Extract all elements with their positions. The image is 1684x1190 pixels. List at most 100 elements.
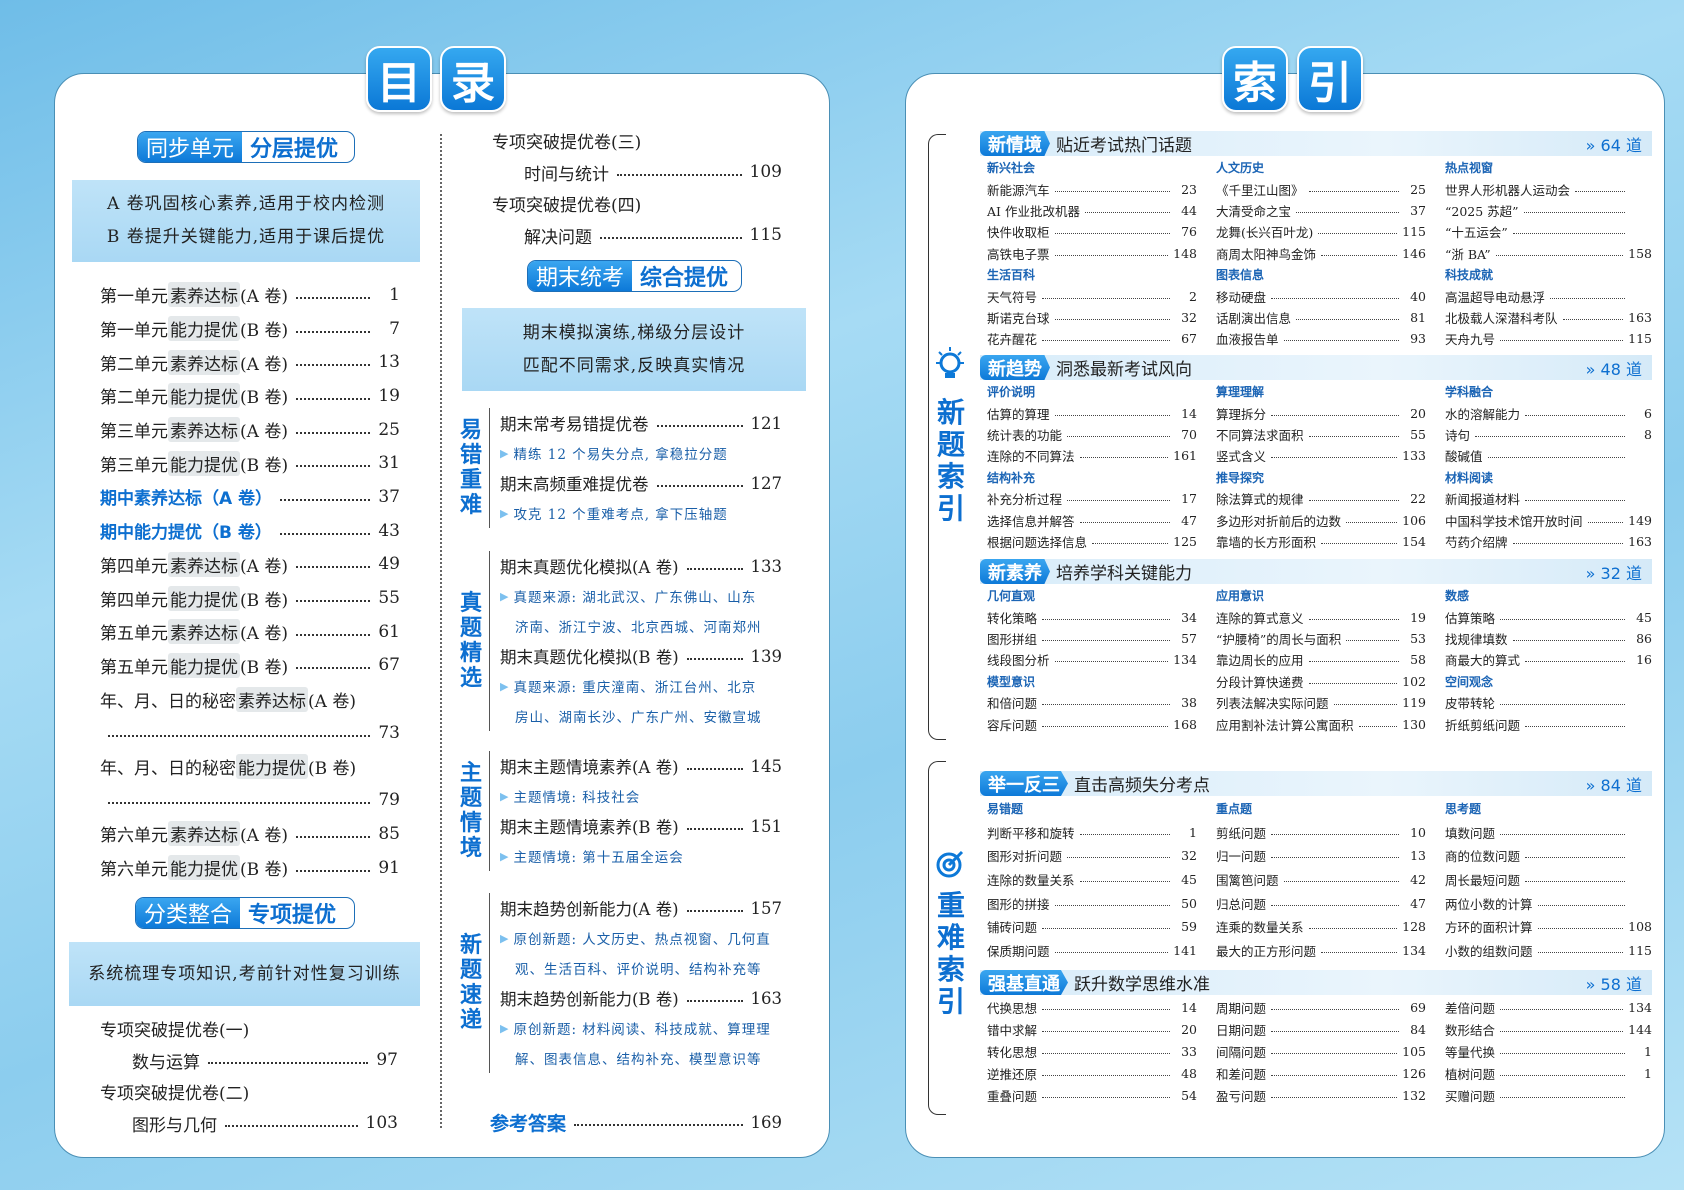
- index-entry[interactable]: 酸碱值: [1445, 445, 1652, 466]
- index-entry[interactable]: 归一问题 13: [1216, 844, 1426, 868]
- toc-entry[interactable]: 第二单元 素养达标 (A 卷) 13: [100, 345, 400, 379]
- index-entry[interactable]: 重叠问题 54: [987, 1085, 1197, 1107]
- toc-entry[interactable]: 期末趋势创新能力(A 卷) 157: [500, 893, 782, 923]
- index-entry[interactable]: 算理拆分 20: [1216, 402, 1426, 423]
- index-entry[interactable]: “十五运会”: [1445, 221, 1652, 242]
- index-entry[interactable]: 和倍问题 38: [987, 692, 1197, 713]
- index-entry[interactable]: 大清受命之宝 37: [1216, 200, 1426, 221]
- toc-entry[interactable]: 期末高频重难提优卷 127: [500, 468, 782, 498]
- index-entry[interactable]: 分段计算快递费 102: [1216, 671, 1426, 692]
- toc-entry[interactable]: 第二单元 能力提优 (B 卷) 19: [100, 379, 400, 413]
- index-entry[interactable]: “护腰椅”的周长与面积 53: [1216, 628, 1426, 649]
- toc-entry[interactable]: 第一单元 素养达标 (A 卷) 1: [100, 278, 400, 312]
- index-entry[interactable]: 折纸剪纸问题: [1445, 713, 1652, 734]
- index-entry[interactable]: 连除的算式意义 19: [1216, 606, 1426, 627]
- index-entry[interactable]: 间隔问题 105: [1216, 1040, 1426, 1062]
- index-entry[interactable]: 天气符号 2: [987, 285, 1197, 306]
- index-entry[interactable]: “2025 苏超”: [1445, 200, 1652, 221]
- index-entry[interactable]: 剪纸问题 10: [1216, 821, 1426, 845]
- index-entry[interactable]: 周长最短问题: [1445, 868, 1652, 892]
- index-entry[interactable]: 世界人形机器人运动会: [1445, 178, 1652, 199]
- index-entry[interactable]: 高铁电子票 148: [987, 243, 1197, 264]
- index-entry[interactable]: 北极载人深潜科考队 163: [1445, 307, 1652, 328]
- index-entry[interactable]: 芍药介绍牌 163: [1445, 531, 1652, 552]
- index-entry[interactable]: 错中求解 20: [987, 1018, 1197, 1040]
- toc-entry[interactable]: 年、月、日的秘密 能力提优 (B 卷): [100, 750, 400, 784]
- answers-entry[interactable]: 参考答案 169: [490, 1107, 782, 1137]
- index-entry[interactable]: 中国科学技术馆开放时间 149: [1445, 509, 1652, 530]
- index-entry[interactable]: AI 作业批改机器 44: [987, 200, 1197, 221]
- index-entry[interactable]: 花卉醒花 67: [987, 328, 1197, 349]
- index-entry[interactable]: 《千里江山图》 25: [1216, 178, 1426, 199]
- index-entry[interactable]: 靠墙的长方形面积 154: [1216, 531, 1426, 552]
- index-entry[interactable]: 铺砖问题 59: [987, 915, 1197, 939]
- index-entry[interactable]: 统计表的功能 70: [987, 424, 1197, 445]
- index-entry[interactable]: 线段图分析 134: [987, 649, 1197, 670]
- index-entry[interactable]: 快件收取柜 76: [987, 221, 1197, 242]
- index-entry[interactable]: “浙 BA” 158: [1445, 243, 1652, 264]
- index-entry[interactable]: 连除的数量关系 45: [987, 868, 1197, 892]
- index-entry[interactable]: 代换思想 14: [987, 996, 1197, 1018]
- index-entry[interactable]: 龙舞(长兴百叶龙) 115: [1216, 221, 1426, 242]
- index-entry[interactable]: 小数的组数问题 115: [1445, 939, 1652, 963]
- index-entry[interactable]: 诗句 8: [1445, 424, 1652, 445]
- index-entry[interactable]: 差倍问题 134: [1445, 996, 1652, 1018]
- index-entry[interactable]: 商周太阳神鸟金饰 146: [1216, 243, 1426, 264]
- index-entry[interactable]: 靠边周长的应用 58: [1216, 649, 1426, 670]
- index-entry[interactable]: 多边形对折前后的边数 106: [1216, 509, 1426, 530]
- index-entry[interactable]: 移动硬盘 40: [1216, 285, 1426, 306]
- index-entry[interactable]: 最大的正方形问题 134: [1216, 939, 1426, 963]
- index-entry[interactable]: 和差问题 126: [1216, 1063, 1426, 1085]
- index-entry[interactable]: 连除的不同算法 161: [987, 445, 1197, 466]
- index-entry[interactable]: 列表法解决实际问题 119: [1216, 692, 1426, 713]
- index-entry[interactable]: 血液报告单 93: [1216, 328, 1426, 349]
- index-entry[interactable]: 估算的算理 14: [987, 402, 1197, 423]
- index-entry[interactable]: 估算策略 45: [1445, 606, 1652, 627]
- toc-entry[interactable]: 期中能力提优（B 卷） 43: [100, 514, 400, 548]
- index-entry[interactable]: 盈亏问题 132: [1216, 1085, 1426, 1107]
- index-entry[interactable]: 高温超导电动悬浮: [1445, 285, 1652, 306]
- index-entry[interactable]: 不同算法求面积 55: [1216, 424, 1426, 445]
- index-entry[interactable]: 新闻报道材料: [1445, 488, 1652, 509]
- toc-entry[interactable]: 期末主题情境素养(A 卷) 145: [500, 751, 782, 781]
- toc-entry[interactable]: 期末常考易错提优卷 121: [500, 408, 782, 438]
- toc-entry[interactable]: 期中素养达标（A 卷） 37: [100, 480, 400, 514]
- index-entry[interactable]: 水的溶解能力 6: [1445, 402, 1652, 423]
- index-entry[interactable]: 填数问题: [1445, 821, 1652, 845]
- special-entry[interactable]: 数与运算 97: [100, 1045, 398, 1077]
- index-entry[interactable]: 图形的拼接 50: [987, 891, 1197, 915]
- index-entry[interactable]: 买赠问题: [1445, 1085, 1652, 1107]
- toc-entry[interactable]: 第三单元 素养达标 (A 卷) 25: [100, 413, 400, 447]
- special-entry[interactable]: 时间与统计 109: [492, 157, 782, 189]
- toc-entry[interactable]: 年、月、日的秘密 素养达标 (A 卷): [100, 682, 400, 716]
- index-entry[interactable]: 图形对折问题 32: [987, 844, 1197, 868]
- toc-entry[interactable]: 期末真题优化模拟(B 卷) 139: [500, 641, 782, 671]
- index-entry[interactable]: 斯诺克台球 32: [987, 307, 1197, 328]
- toc-entry[interactable]: 期末真题优化模拟(A 卷) 133: [500, 551, 782, 581]
- index-entry[interactable]: 商最大的算式 16: [1445, 649, 1652, 670]
- index-entry[interactable]: 新能源汽车 23: [987, 178, 1197, 199]
- special-entry[interactable]: 解决问题 115: [492, 220, 782, 252]
- index-entry[interactable]: 判断平移和旋转 1: [987, 821, 1197, 845]
- index-entry[interactable]: 等量代换 1: [1445, 1040, 1652, 1062]
- toc-entry[interactable]: 第四单元 能力提优 (B 卷) 55: [100, 581, 400, 615]
- special-entry[interactable]: 图形与几何 103: [100, 1108, 398, 1140]
- index-entry[interactable]: 容斥问题 168: [987, 713, 1197, 734]
- index-entry[interactable]: 补充分析过程 17: [987, 488, 1197, 509]
- index-entry[interactable]: 皮带转轮: [1445, 692, 1652, 713]
- index-entry[interactable]: 周期问题 69: [1216, 996, 1426, 1018]
- index-entry[interactable]: 根据问题选择信息 125: [987, 531, 1197, 552]
- index-entry[interactable]: 逆推还原 48: [987, 1063, 1197, 1085]
- index-entry[interactable]: 转化策略 34: [987, 606, 1197, 627]
- index-entry[interactable]: 数形结合 144: [1445, 1018, 1652, 1040]
- toc-entry[interactable]: 期末主题情境素养(B 卷) 151: [500, 811, 782, 841]
- toc-entry[interactable]: 第五单元 素养达标 (A 卷) 61: [100, 615, 400, 649]
- index-entry[interactable]: 日期问题 84: [1216, 1018, 1426, 1040]
- index-entry[interactable]: 转化思想 33: [987, 1040, 1197, 1062]
- index-entry[interactable]: 应用割补法计算公寓面积 130: [1216, 713, 1426, 734]
- toc-entry-page-line[interactable]: 79: [100, 783, 400, 817]
- toc-entry[interactable]: 第一单元 能力提优 (B 卷) 7: [100, 312, 400, 346]
- index-entry[interactable]: 找规律填数 86: [1445, 628, 1652, 649]
- toc-entry-page-line[interactable]: 73: [100, 716, 400, 750]
- toc-entry[interactable]: 第三单元 能力提优 (B 卷) 31: [100, 446, 400, 480]
